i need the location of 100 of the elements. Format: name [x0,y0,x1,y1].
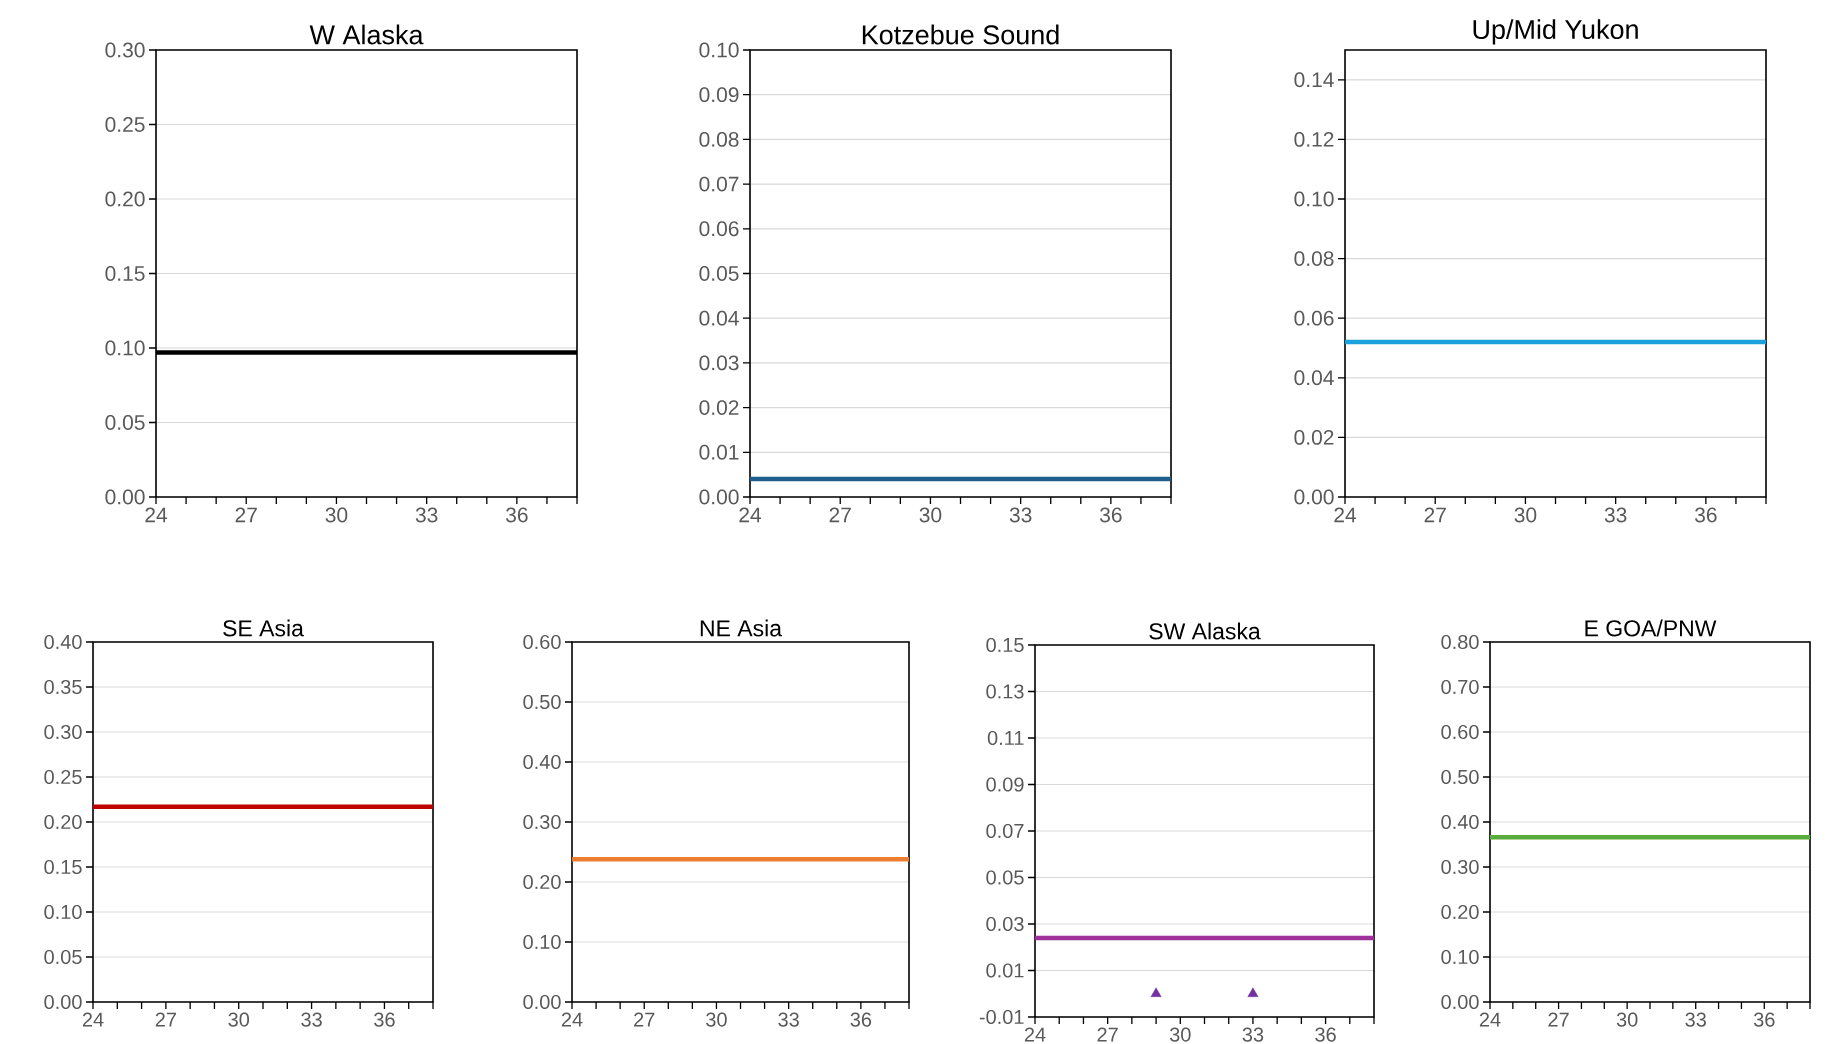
chart-title: Up/Mid Yukon [1473,19,1638,45]
x-tick-label: 33 [778,1012,799,1027]
x-tick-label: 36 [374,1012,395,1027]
x-tick-label: 36 [1099,507,1122,523]
chart-title: E GOA/PNW [1585,619,1717,637]
y-tick-label: 0.05 [44,949,82,965]
x-tick-label: 30 [919,507,942,523]
y-tick-label: 0.12 [1294,131,1334,147]
y-tick-label: 0.11 [987,730,1024,746]
y-tick-label: -0.01 [979,1009,1024,1025]
y-tick-label: 0.35 [44,679,82,695]
y-tick-label: 0.00 [105,489,145,505]
x-tick-label: 27 [1424,507,1446,523]
y-tick-label: 0.15 [44,859,82,875]
y-tick-label: 0.20 [1441,904,1479,920]
y-tick-label: 0.10 [1441,949,1479,965]
y-tick-label: 0.15 [105,266,145,281]
chart-title: NE Asia [700,619,783,637]
x-tick-label: 24 [561,1012,583,1027]
y-tick-label: 0.10 [523,934,561,950]
x-tick-label: 36 [1694,507,1717,523]
x-tick-label: 30 [1616,1012,1638,1027]
y-tick-label: 0.60 [1441,724,1479,740]
y-tick-label: 0.02 [699,400,739,416]
y-tick-label: 0.25 [44,769,82,785]
x-tick-label: 33 [301,1012,322,1027]
y-tick-label: 0.40 [44,634,82,650]
chart-title: Kotzebue Sound [862,24,1059,45]
y-tick-label: 0.09 [986,777,1024,792]
y-tick-label: 0.04 [1294,370,1334,386]
x-tick-label: 27 [235,507,257,523]
x-tick-label: 36 [505,507,528,523]
y-tick-label: 0.13 [986,684,1024,699]
x-tick-label: 27 [1548,1012,1569,1027]
y-tick-label: 0.06 [699,221,739,237]
x-tick-label: 36 [1315,1027,1336,1042]
y-tick-label: 0.50 [523,694,561,710]
y-tick-label: 0.50 [1441,769,1479,785]
y-tick-label: 0.02 [1294,429,1334,445]
x-tick-label: 36 [1753,1012,1775,1027]
x-tick-label: 24 [82,1012,104,1027]
y-tick-label: 0.05 [986,870,1024,885]
x-tick-label: 27 [634,1012,655,1027]
chart-title: SW Alaska [1149,622,1261,640]
x-tick-label: 33 [1604,507,1627,523]
y-tick-label: 0.20 [44,814,82,830]
y-tick-label: 0.10 [1294,191,1334,207]
y-tick-label: 0.10 [44,904,82,920]
x-tick-label: 30 [325,507,348,523]
y-tick-label: 0.30 [523,814,561,830]
y-tick-label: 0.20 [105,191,145,207]
y-tick-label: 0.08 [699,131,739,147]
y-tick-label: 0.05 [105,415,145,430]
y-tick-label: 0.70 [1441,679,1479,695]
y-tick-label: 0.00 [523,994,561,1010]
y-tick-label: 0.07 [699,176,739,192]
y-tick-label: 0.08 [1294,251,1334,267]
y-tick-label: 0.01 [699,444,739,460]
y-tick-label: 0.07 [986,823,1024,839]
x-tick-label: 33 [1685,1012,1706,1027]
y-tick-label: 0.06 [1294,310,1334,326]
y-tick-label: 0.40 [1441,814,1479,830]
x-tick-label: 24 [739,507,762,523]
x-tick-label: 33 [1009,507,1032,523]
y-tick-label: 0.01 [986,963,1024,978]
y-tick-label: 0.80 [1441,634,1479,650]
y-tick-label: 0.05 [699,266,739,281]
y-tick-label: 0.30 [105,42,145,58]
chart-title: SE Asia [223,619,304,637]
x-tick-label: 33 [415,507,438,523]
y-tick-label: 0.03 [986,916,1024,932]
y-tick-label: 0.30 [44,724,82,740]
x-tick-label: 33 [1242,1027,1264,1042]
x-tick-label: 27 [829,507,851,523]
y-tick-label: 0.00 [1441,994,1479,1010]
x-tick-label: 27 [155,1012,176,1027]
y-tick-label: 0.25 [105,117,145,132]
chart-title: W Alaska [309,24,424,45]
y-tick-label: 0.00 [699,489,739,505]
x-tick-label: 30 [228,1012,250,1027]
y-tick-label: 0.60 [523,634,561,650]
x-tick-label: 24 [1479,1012,1501,1027]
x-tick-label: 30 [706,1012,727,1027]
y-tick-label: 0.09 [699,87,739,103]
x-tick-label: 24 [1334,507,1357,523]
y-tick-label: 0.15 [986,637,1024,653]
x-tick-label: 24 [145,507,168,523]
y-tick-label: 0.04 [699,310,739,326]
x-tick-label: 30 [1514,507,1537,523]
y-tick-label: 0.20 [523,874,561,890]
y-tick-label: 0.40 [523,754,561,770]
y-tick-label: 0.30 [1441,859,1479,875]
y-tick-label: 0.03 [699,355,739,371]
y-tick-label: 0.10 [105,340,145,356]
y-tick-label: 0.14 [1294,72,1334,88]
x-tick-label: 24 [1024,1027,1046,1042]
x-tick-label: 27 [1097,1027,1118,1042]
y-tick-label: 0.00 [44,994,82,1010]
y-tick-label: 0.00 [1294,489,1334,505]
x-tick-label: 30 [1169,1027,1191,1042]
